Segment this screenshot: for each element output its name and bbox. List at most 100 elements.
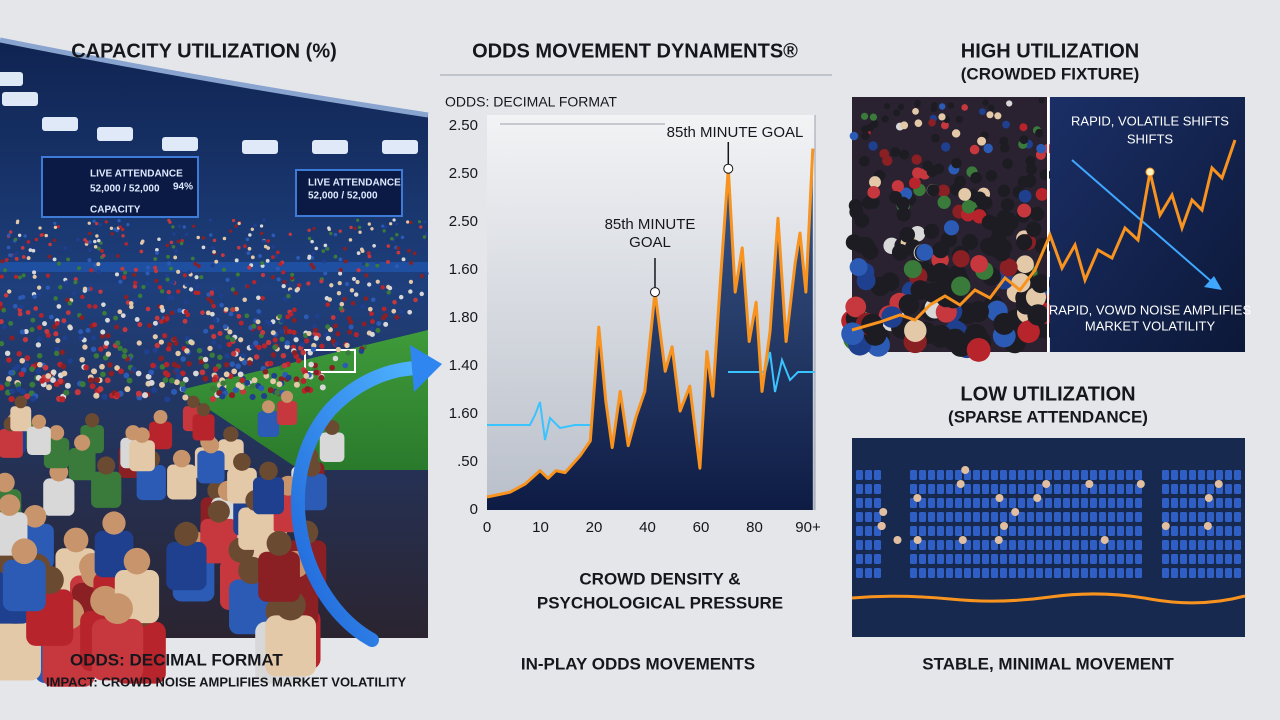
spectator bbox=[179, 241, 184, 246]
spectator bbox=[35, 342, 42, 348]
seat bbox=[1189, 526, 1196, 536]
spectator bbox=[108, 370, 115, 377]
seat bbox=[928, 470, 935, 480]
seat bbox=[1126, 512, 1133, 522]
seat bbox=[964, 554, 971, 564]
spectator bbox=[325, 302, 331, 307]
seat bbox=[1072, 526, 1079, 536]
spectator bbox=[258, 385, 265, 392]
spectator bbox=[12, 303, 18, 309]
spectator bbox=[42, 364, 49, 371]
spectator bbox=[392, 299, 397, 305]
spectator bbox=[1026, 221, 1042, 237]
seat bbox=[1072, 484, 1079, 494]
seat bbox=[928, 540, 935, 550]
spectator bbox=[61, 318, 67, 324]
spectator bbox=[338, 306, 344, 311]
spectator bbox=[272, 337, 278, 343]
seat bbox=[973, 540, 980, 550]
seat bbox=[1180, 512, 1187, 522]
spectator bbox=[327, 226, 331, 230]
seat bbox=[1027, 526, 1034, 536]
spectator bbox=[180, 385, 187, 392]
seat bbox=[1018, 512, 1025, 522]
spectator bbox=[367, 282, 372, 287]
spectator bbox=[32, 294, 37, 299]
spectator bbox=[232, 218, 236, 223]
spectator bbox=[137, 321, 143, 327]
spectator bbox=[24, 355, 31, 361]
spectator bbox=[16, 351, 22, 357]
seat bbox=[1207, 484, 1214, 494]
seat bbox=[1090, 568, 1097, 578]
seat bbox=[991, 470, 998, 480]
seat bbox=[1108, 512, 1115, 522]
spectator bbox=[120, 313, 126, 318]
spectator bbox=[422, 235, 427, 239]
spectator bbox=[272, 344, 278, 350]
spectator bbox=[966, 337, 991, 362]
spectator bbox=[345, 350, 351, 356]
spectator bbox=[219, 302, 224, 308]
spectator bbox=[287, 328, 293, 335]
spectator bbox=[211, 286, 217, 292]
seat bbox=[982, 554, 989, 564]
spectator bbox=[1033, 494, 1042, 502]
spectator bbox=[44, 233, 48, 238]
spectator bbox=[325, 335, 332, 342]
annotation: GOAL bbox=[629, 234, 671, 251]
fan-head bbox=[97, 456, 116, 475]
seat bbox=[1117, 470, 1124, 480]
spectator bbox=[171, 225, 175, 229]
seat bbox=[1189, 568, 1196, 578]
spectator bbox=[145, 265, 150, 270]
spectator bbox=[349, 288, 355, 293]
spectator bbox=[153, 269, 159, 274]
annotation: 85th MINUTE bbox=[605, 216, 696, 233]
spectator bbox=[412, 251, 417, 256]
spectator bbox=[938, 103, 946, 110]
spectator bbox=[90, 335, 97, 341]
seat bbox=[865, 498, 872, 508]
fan-body bbox=[2, 559, 46, 612]
seat bbox=[1009, 540, 1016, 550]
seat bbox=[1018, 526, 1025, 536]
spectator bbox=[164, 316, 170, 322]
spectator bbox=[162, 377, 169, 384]
spectator bbox=[100, 371, 106, 378]
spectator bbox=[333, 254, 338, 259]
seat bbox=[1135, 512, 1142, 522]
spectator bbox=[82, 286, 88, 292]
seat bbox=[955, 568, 962, 578]
spectator bbox=[78, 335, 84, 341]
spectator bbox=[155, 251, 159, 255]
scoreboard-frame bbox=[41, 156, 199, 218]
spectator bbox=[223, 307, 229, 312]
spectator bbox=[159, 364, 166, 370]
spectator bbox=[107, 362, 113, 368]
spectator bbox=[162, 370, 169, 376]
seat bbox=[1009, 554, 1016, 564]
spectator bbox=[216, 343, 223, 350]
spectator bbox=[245, 284, 250, 289]
chart-title: ODDS MOVEMENT DYNAMENTS® bbox=[472, 40, 798, 62]
spectator bbox=[37, 325, 43, 331]
spectator bbox=[101, 302, 106, 307]
arrow-head bbox=[410, 345, 442, 392]
spectator bbox=[994, 112, 1002, 120]
spectator bbox=[1017, 175, 1030, 188]
seat bbox=[1189, 512, 1196, 522]
spectator bbox=[19, 329, 25, 335]
spectator bbox=[281, 283, 286, 289]
spectator bbox=[929, 324, 953, 348]
note-top: SHIFTS bbox=[1127, 131, 1174, 146]
fan-head bbox=[196, 403, 211, 417]
spectator bbox=[230, 287, 235, 292]
seat bbox=[964, 498, 971, 508]
seat bbox=[964, 512, 971, 522]
spectator bbox=[23, 234, 27, 238]
spectator bbox=[132, 284, 138, 289]
spectator bbox=[152, 334, 158, 340]
spectator bbox=[79, 356, 85, 363]
